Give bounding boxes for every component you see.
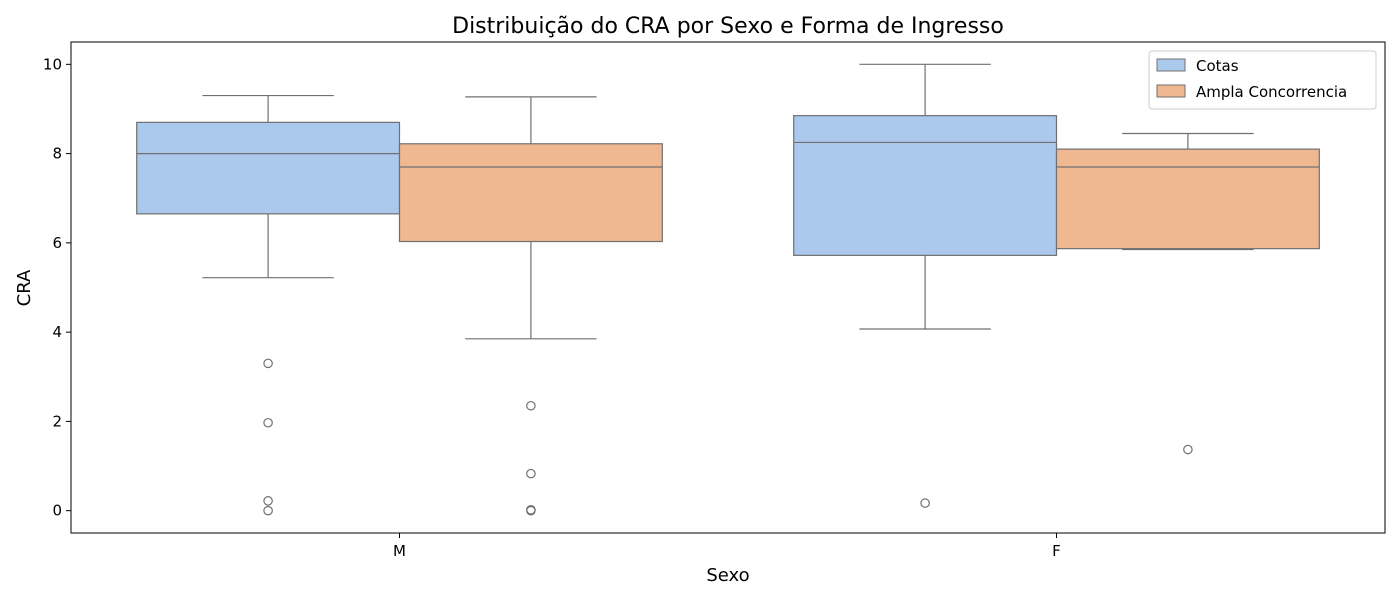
x-axis-label: Sexo [706, 565, 749, 586]
legend-swatch [1156, 58, 1186, 72]
plot-frame [70, 41, 1386, 534]
y-tick-label: 8 [52, 145, 62, 163]
y-tick-label: 0 [52, 502, 62, 520]
outlier-point [526, 505, 536, 516]
outlier-point [1183, 444, 1193, 455]
y-tick-label: 10 [43, 55, 62, 73]
x-tick-label: F [1052, 542, 1061, 560]
iqr-box [398, 143, 663, 243]
outlier-point [263, 496, 273, 506]
box-cotas-m [136, 94, 401, 516]
outlier-point [920, 498, 930, 508]
box-ampla-concorrencia-f [1055, 132, 1320, 455]
outlier-point [263, 505, 273, 516]
box-ampla-concorrencia-m [398, 96, 663, 516]
legend-label: Cotas [1196, 57, 1239, 75]
legend-swatch [1156, 84, 1186, 98]
y-tick-label: 4 [52, 323, 62, 341]
y-axis-label: CRA [14, 269, 35, 306]
iqr-box [793, 115, 1058, 256]
box-cotas-f [793, 63, 1058, 508]
legend: Cotas Ampla Concorrencia [1148, 50, 1377, 110]
legend-label: Ampla Concorrencia [1196, 83, 1347, 101]
iqr-box [1055, 148, 1320, 250]
y-axis: 0 2 4 6 8 10 [43, 55, 71, 520]
outlier-point [263, 358, 273, 369]
chart-title: Distribuição do CRA por Sexo e Forma de … [452, 14, 1004, 39]
y-tick-label: 2 [52, 412, 62, 430]
x-tick-label: M [393, 542, 406, 560]
outlier-point [263, 417, 273, 428]
outlier-point [526, 400, 536, 411]
y-tick-label: 6 [52, 234, 62, 252]
plot-content [136, 63, 1320, 516]
legend-frame [1148, 50, 1377, 110]
iqr-box [136, 121, 401, 215]
outlier-point [526, 468, 536, 479]
